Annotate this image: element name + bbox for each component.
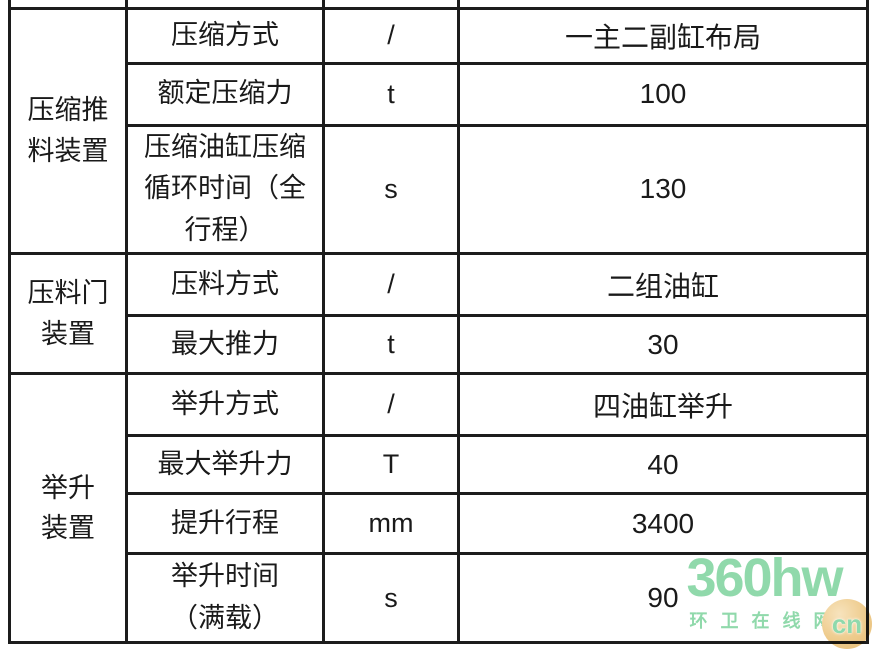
table-row: 压缩推 料装置 压缩方式 / 一主二副缸布局	[8, 6, 869, 256]
value-cell: 90	[457, 552, 869, 645]
unit-cell: mm	[322, 492, 460, 556]
value-cell: 3400	[457, 492, 869, 556]
table-row: 举升时间 （满载） s 90	[10, 552, 869, 645]
param-cell: 最大举升力	[125, 434, 325, 496]
unit-cell: T	[322, 434, 460, 496]
partial-cell	[8, 0, 128, 10]
group-label-lifting: 举升 装置	[8, 372, 128, 645]
param-cell: 提升行程	[125, 492, 325, 556]
value-cell: 30	[457, 314, 869, 376]
param-cell: 举升时间 （满载）	[125, 552, 325, 645]
partial-cell	[457, 0, 869, 10]
table-row: 最大推力 t 30	[10, 314, 869, 376]
table-row: 压缩油缸压缩 循环时间（全 行程） s 130	[10, 123, 869, 256]
group-label-compression-pusher: 压缩推 料装置	[8, 6, 128, 256]
param-cell: 压缩油缸压缩 循环时间（全 行程）	[125, 123, 325, 256]
unit-cell: /	[322, 252, 460, 318]
unit-cell: /	[322, 6, 460, 65]
unit-cell: s	[322, 552, 460, 645]
partial-cell	[322, 0, 460, 10]
value-cell: 四油缸举升	[457, 372, 869, 438]
unit-cell: t	[322, 61, 460, 127]
value-cell: 二组油缸	[457, 252, 869, 318]
value-cell: 一主二副缸布局	[457, 6, 869, 65]
value-cell: 100	[457, 61, 869, 127]
value-cell: 40	[457, 434, 869, 496]
table-row-partial	[8, 0, 869, 10]
partial-cell	[125, 0, 325, 10]
table-row: 额定压缩力 t 100	[10, 61, 869, 127]
spec-table: 压缩推 料装置 压缩方式 / 一主二副缸布局 额定压缩力 t 100 压缩油缸压…	[8, 0, 869, 645]
param-cell: 最大推力	[125, 314, 325, 376]
table-row: 举升 装置 举升方式 / 四油缸举升	[8, 372, 869, 645]
unit-cell: s	[322, 123, 460, 256]
param-cell: 额定压缩力	[125, 61, 325, 127]
param-cell: 压缩方式	[125, 6, 325, 65]
value-cell: 130	[457, 123, 869, 256]
unit-cell: /	[322, 372, 460, 438]
table-row: 提升行程 mm 3400	[10, 492, 869, 556]
param-cell: 举升方式	[125, 372, 325, 438]
unit-cell: t	[322, 314, 460, 376]
param-cell: 压料方式	[125, 252, 325, 318]
table-row: 压料门 装置 压料方式 / 二组油缸	[8, 252, 869, 376]
group-label-press-door: 压料门 装置	[8, 252, 128, 376]
table-row: 最大举升力 T 40	[10, 434, 869, 496]
